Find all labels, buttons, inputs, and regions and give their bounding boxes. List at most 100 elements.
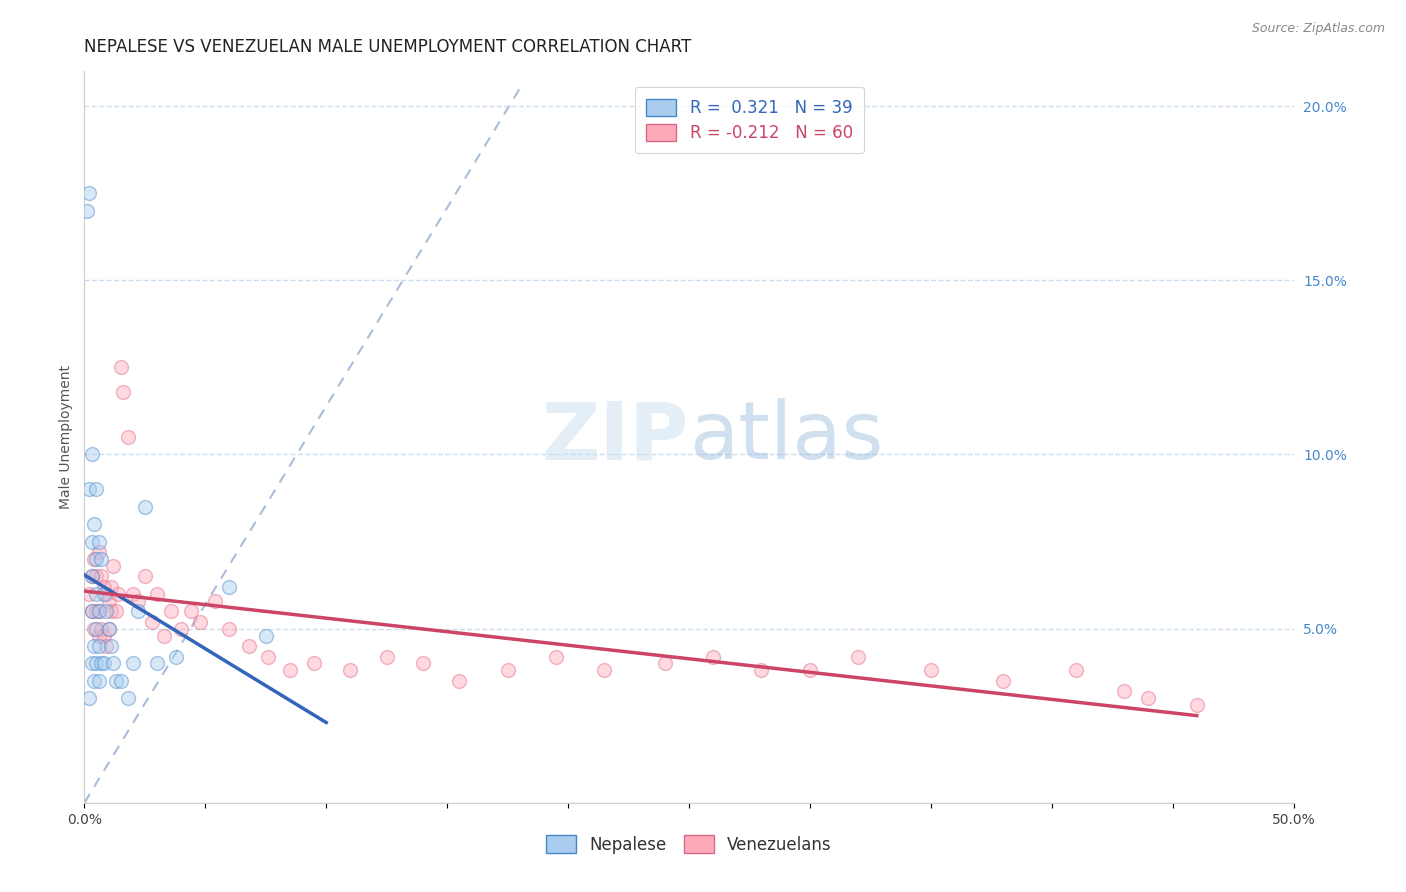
Point bbox=[87, 639, 110, 653]
Point bbox=[100, 639, 122, 653]
Point bbox=[83, 517, 105, 532]
Point bbox=[94, 604, 117, 618]
Y-axis label: Male Unemployment: Male Unemployment bbox=[59, 365, 73, 509]
Point bbox=[90, 622, 112, 636]
Point bbox=[702, 649, 724, 664]
Point bbox=[117, 691, 139, 706]
Point bbox=[76, 203, 98, 218]
Text: ZIP: ZIP bbox=[541, 398, 689, 476]
Point bbox=[302, 657, 325, 671]
Point bbox=[134, 569, 156, 583]
Point bbox=[146, 587, 169, 601]
Point bbox=[204, 594, 226, 608]
Point bbox=[110, 673, 132, 688]
Point bbox=[83, 673, 105, 688]
Point bbox=[94, 587, 117, 601]
Point bbox=[80, 448, 103, 462]
Point bbox=[375, 649, 398, 664]
Point bbox=[165, 649, 187, 664]
Point bbox=[86, 483, 108, 497]
Point bbox=[77, 587, 100, 601]
Point bbox=[799, 664, 821, 678]
Point bbox=[100, 604, 122, 618]
Point bbox=[93, 587, 115, 601]
Point bbox=[218, 580, 240, 594]
Point bbox=[110, 360, 132, 375]
Point bbox=[751, 664, 773, 678]
Text: Source: ZipAtlas.com: Source: ZipAtlas.com bbox=[1251, 22, 1385, 36]
Point bbox=[449, 673, 471, 688]
Point bbox=[87, 604, 110, 618]
Point bbox=[121, 657, 143, 671]
Point bbox=[141, 615, 163, 629]
Point bbox=[1064, 664, 1087, 678]
Point bbox=[80, 604, 103, 618]
Point bbox=[544, 649, 567, 664]
Point bbox=[90, 657, 112, 671]
Point bbox=[104, 673, 127, 688]
Point bbox=[160, 604, 183, 618]
Legend: Nepalese, Venezuelans: Nepalese, Venezuelans bbox=[540, 829, 838, 860]
Point bbox=[127, 594, 149, 608]
Point bbox=[278, 664, 301, 678]
Point bbox=[339, 664, 361, 678]
Point bbox=[80, 569, 103, 583]
Point bbox=[83, 622, 105, 636]
Point bbox=[218, 622, 240, 636]
Point bbox=[94, 639, 117, 653]
Point bbox=[127, 604, 149, 618]
Point bbox=[238, 639, 260, 653]
Point bbox=[121, 587, 143, 601]
Point bbox=[593, 664, 616, 678]
Point bbox=[190, 615, 212, 629]
Point bbox=[920, 664, 942, 678]
Point bbox=[170, 622, 193, 636]
Point bbox=[80, 534, 103, 549]
Point bbox=[97, 594, 120, 608]
Point bbox=[134, 500, 156, 514]
Point bbox=[93, 580, 115, 594]
Point bbox=[93, 629, 115, 643]
Point bbox=[77, 691, 100, 706]
Point bbox=[80, 604, 103, 618]
Point bbox=[77, 186, 100, 201]
Point bbox=[846, 649, 869, 664]
Point bbox=[107, 587, 129, 601]
Point bbox=[103, 657, 125, 671]
Point bbox=[90, 569, 112, 583]
Point bbox=[104, 604, 127, 618]
Point bbox=[112, 384, 135, 399]
Point bbox=[496, 664, 519, 678]
Point bbox=[80, 657, 103, 671]
Point bbox=[87, 604, 110, 618]
Point bbox=[146, 657, 169, 671]
Point bbox=[993, 673, 1015, 688]
Point bbox=[153, 629, 176, 643]
Point bbox=[83, 639, 105, 653]
Point bbox=[117, 430, 139, 444]
Point bbox=[93, 657, 115, 671]
Point bbox=[103, 558, 125, 573]
Point bbox=[87, 673, 110, 688]
Point bbox=[86, 552, 108, 566]
Point bbox=[1114, 684, 1136, 698]
Point bbox=[86, 657, 108, 671]
Text: NEPALESE VS VENEZUELAN MALE UNEMPLOYMENT CORRELATION CHART: NEPALESE VS VENEZUELAN MALE UNEMPLOYMENT… bbox=[84, 38, 692, 56]
Point bbox=[87, 629, 110, 643]
Point bbox=[77, 483, 100, 497]
Point bbox=[97, 622, 120, 636]
Point bbox=[86, 622, 108, 636]
Point bbox=[86, 604, 108, 618]
Point bbox=[86, 569, 108, 583]
Text: atlas: atlas bbox=[689, 398, 883, 476]
Point bbox=[257, 649, 280, 664]
Point bbox=[80, 569, 103, 583]
Point bbox=[412, 657, 434, 671]
Point bbox=[100, 580, 122, 594]
Point bbox=[1137, 691, 1160, 706]
Point bbox=[654, 657, 676, 671]
Point bbox=[254, 629, 277, 643]
Point bbox=[83, 552, 105, 566]
Point bbox=[86, 587, 108, 601]
Point bbox=[87, 545, 110, 559]
